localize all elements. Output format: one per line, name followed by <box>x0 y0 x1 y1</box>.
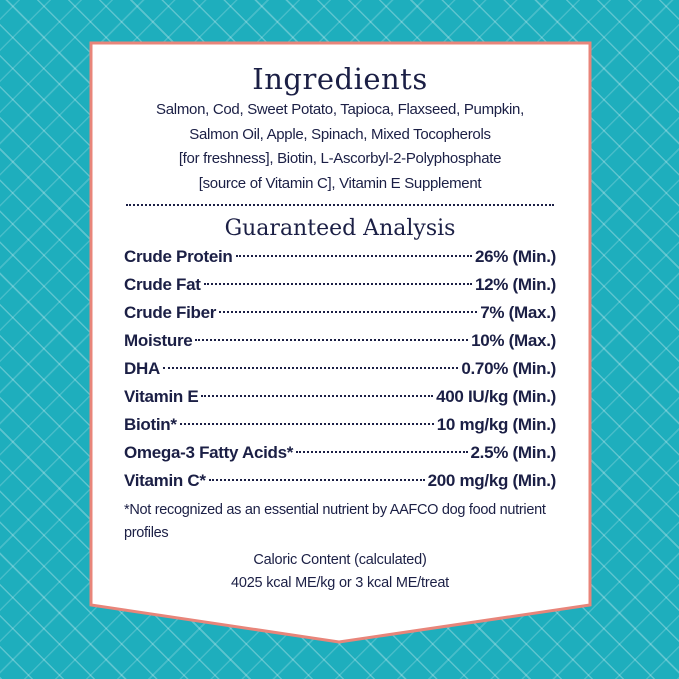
nutrient-value: 400 IU/kg (Min.) <box>436 387 556 406</box>
analysis-row: Crude Fat 12% (Min.) <box>124 271 556 299</box>
nutrient-value: 2.5% (Min.) <box>470 443 557 462</box>
nutrient-value: 12% (Min.) <box>474 275 556 294</box>
nutrient-name: Moisture <box>124 331 193 350</box>
nutrient-value: 10% (Max.) <box>471 331 556 350</box>
ingredients-list: Salmon, Cod, Sweet Potato, Tapioca, Flax… <box>92 98 588 196</box>
analysis-row: Crude Fiber 7% (Max.) <box>124 299 556 327</box>
dot-leader <box>179 423 434 425</box>
analysis-row: Omega-3 Fatty Acids* 2.5% (Min.) <box>124 439 556 467</box>
nutrient-name: Vitamin E <box>124 387 199 406</box>
dot-leader <box>208 479 425 481</box>
analysis-row: Vitamin C* 200 mg/kg (Min.) <box>124 467 556 495</box>
dotted-divider <box>126 204 554 206</box>
label-content: Ingredients Salmon, Cod, Sweet Potato, T… <box>92 44 588 595</box>
caloric-value: 4025 kcal ME/kg or 3 kcal ME/treat <box>230 575 450 591</box>
nutrient-name: Vitamin C* <box>124 471 206 490</box>
dot-leader <box>201 395 434 397</box>
nutrient-name: Crude Fat <box>124 275 201 294</box>
nutrient-value: 7% (Max.) <box>480 303 556 322</box>
nutrient-name: DHA <box>124 359 160 378</box>
caloric-title: Caloric Content (calculated) <box>253 552 427 568</box>
ingredients-line: [source of Vitamin C], Vitamin E Supplem… <box>198 174 482 192</box>
dot-leader <box>195 339 469 341</box>
nutrient-name: Crude Protein <box>124 247 233 266</box>
analysis-row: Vitamin E 400 IU/kg (Min.) <box>124 383 556 411</box>
analysis-row: Biotin* 10 mg/kg (Min.) <box>124 411 556 439</box>
nutrient-value: 10 mg/kg (Min.) <box>436 415 557 434</box>
analysis-row: Moisture 10% (Max.) <box>124 327 556 355</box>
ingredients-line: [for freshness], Biotin, L-Ascorbyl-2-Po… <box>178 150 502 167</box>
ingredients-title: Ingredients <box>252 62 428 96</box>
analysis-title: Guaranteed Analysis <box>224 216 456 241</box>
dot-leader <box>219 311 478 313</box>
dot-leader <box>235 255 472 257</box>
ingredients-line: Salmon Oil, Apple, Spinach, Mixed Tocoph… <box>189 125 491 143</box>
dot-leader <box>296 451 468 453</box>
nutrient-name: Crude Fiber <box>124 303 217 322</box>
nutrient-name: Biotin* <box>124 415 177 434</box>
dot-leader <box>162 367 459 369</box>
nutrient-value: 200 mg/kg (Min.) <box>427 471 557 490</box>
analysis-row: Crude Protein 26% (Min.) <box>124 243 556 271</box>
ingredients-line: Salmon, Cod, Sweet Potato, Tapioca, Flax… <box>156 101 524 118</box>
nutrient-value: 26% (Min.) <box>474 247 556 266</box>
caloric-content: Caloric Content (calculated) 4025 kcal M… <box>92 549 588 595</box>
analysis-row: DHA 0.70% (Min.) <box>124 355 556 383</box>
dot-leader <box>203 283 472 285</box>
analysis-table: Crude Protein 26% (Min.) Crude Fat 12% (Min… <box>124 243 556 495</box>
footnote: *Not recognized as an essential nutrient… <box>124 502 546 541</box>
nutrient-value: 0.70% (Min.) <box>461 359 556 378</box>
nutrient-name: Omega-3 Fatty Acids* <box>124 443 294 462</box>
